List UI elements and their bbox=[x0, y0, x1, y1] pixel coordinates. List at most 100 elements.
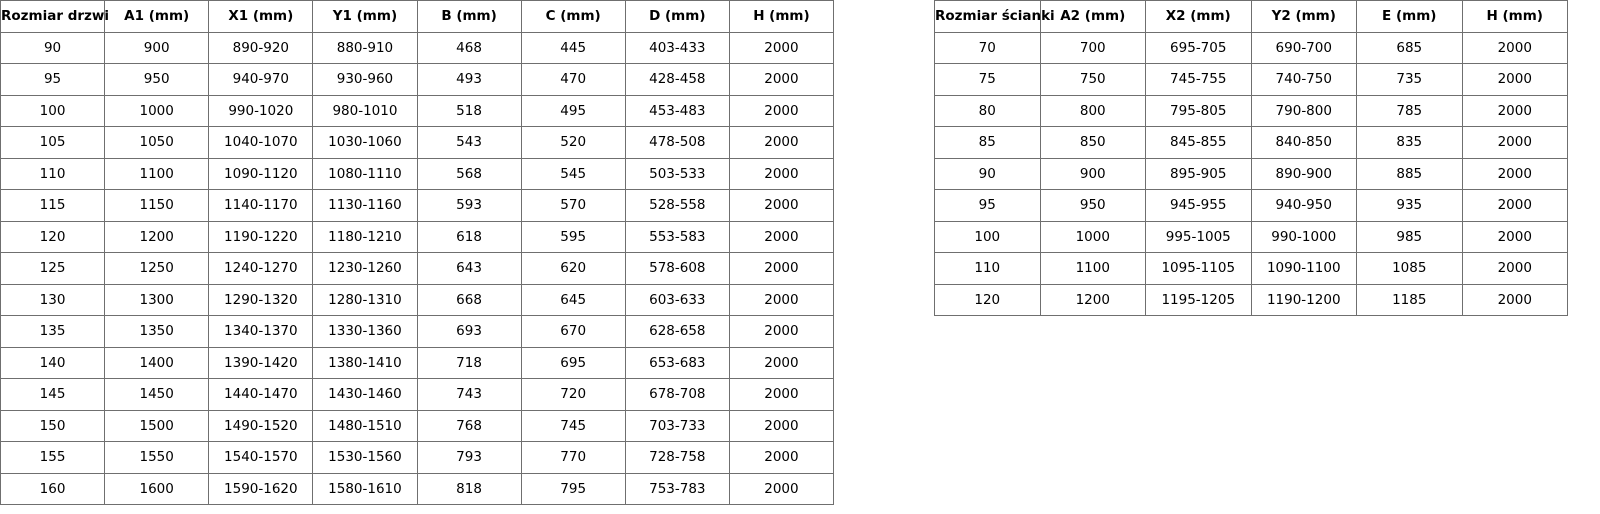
table-cell: 553-583 bbox=[624, 220, 730, 253]
table-row: 105 1050 1040-1070 1030-1060 543 520 478-508 20… bbox=[0, 126, 835, 159]
table-cell: 2000 bbox=[1461, 189, 1568, 222]
table-row: 110 1100 1095-1105 1090-1100 1085 2000 bbox=[934, 252, 1568, 285]
header-row: Rozmiar ścianki A2 (mm) X2 (mm) Y2 (mm) E (m… bbox=[934, 0, 1568, 33]
table-cell: 120 bbox=[934, 283, 1041, 316]
table-cell: 1140-1170 bbox=[208, 189, 314, 222]
table-cell: 645 bbox=[520, 283, 626, 316]
table-row: 110 1100 1090-1120 1080-1110 568 545 503-533 20… bbox=[0, 157, 835, 190]
table-cell: 70 bbox=[934, 31, 1041, 64]
table-cell: 618 bbox=[416, 220, 522, 253]
table-cell: 1600 bbox=[104, 472, 210, 505]
table-cell: 690-700 bbox=[1250, 31, 1357, 64]
table-cell: 1490-1520 bbox=[208, 409, 314, 442]
table-cell: 990-1000 bbox=[1250, 220, 1357, 253]
table-cell: 1590-1620 bbox=[208, 472, 314, 505]
table-row: 90 900 890-920 880-910 468 445 403-433 2000 bbox=[0, 31, 835, 64]
table-cell: 728-758 bbox=[624, 441, 730, 474]
table-cell: 100 bbox=[0, 94, 106, 127]
table-cell: 1200 bbox=[104, 220, 210, 253]
table-row: 90 900 895-905 890-900 885 2000 bbox=[934, 157, 1568, 190]
table-cell: 2000 bbox=[1461, 157, 1568, 190]
table-cell: 768 bbox=[416, 409, 522, 442]
table-cell: 850 bbox=[1039, 126, 1146, 159]
table-cell: 543 bbox=[416, 126, 522, 159]
table-cell: 1100 bbox=[1039, 252, 1146, 285]
table-cell: 995-1005 bbox=[1145, 220, 1252, 253]
table-cell: 2000 bbox=[1461, 220, 1568, 253]
column-header: Y1 (mm) bbox=[312, 0, 418, 33]
table-cell: 1085 bbox=[1356, 252, 1463, 285]
table-cell: 1190-1220 bbox=[208, 220, 314, 253]
table-cell: 950 bbox=[104, 63, 210, 96]
table-cell: 2000 bbox=[1461, 283, 1568, 316]
table-cell: 793 bbox=[416, 441, 522, 474]
table-cell: 2000 bbox=[728, 252, 835, 285]
table-cell: 695 bbox=[520, 346, 626, 379]
table-cell: 160 bbox=[0, 472, 106, 505]
column-header: X1 (mm) bbox=[208, 0, 314, 33]
table-cell: 1000 bbox=[1039, 220, 1146, 253]
table-cell: 795-805 bbox=[1145, 94, 1252, 127]
table-cell: 428-458 bbox=[624, 63, 730, 96]
table-cell: 470 bbox=[520, 63, 626, 96]
table-cell: 545 bbox=[520, 157, 626, 190]
table-cell: 835 bbox=[1356, 126, 1463, 159]
column-header: Y2 (mm) bbox=[1250, 0, 1357, 33]
table-cell: 1030-1060 bbox=[312, 126, 418, 159]
table-cell: 135 bbox=[0, 315, 106, 348]
table-cell: 518 bbox=[416, 94, 522, 127]
table-cell: 595 bbox=[520, 220, 626, 253]
table-cell: 1150 bbox=[104, 189, 210, 222]
table-cell: 100 bbox=[934, 220, 1041, 253]
table-cell: 520 bbox=[520, 126, 626, 159]
table-cell: 1340-1370 bbox=[208, 315, 314, 348]
table-row: 130 1300 1290-1320 1280-1310 668 645 603-633 20… bbox=[0, 283, 835, 316]
table-cell: 130 bbox=[0, 283, 106, 316]
table-cell: 1195-1205 bbox=[1145, 283, 1252, 316]
table-row: 95 950 940-970 930-960 493 470 428-458 2000 bbox=[0, 63, 835, 96]
table-cell: 1400 bbox=[104, 346, 210, 379]
table-cell: 2000 bbox=[728, 441, 835, 474]
wall-size-table: Rozmiar ścianki A2 (mm) X2 (mm) Y2 (mm) E (m… bbox=[934, 0, 1568, 316]
table-cell: 1540-1570 bbox=[208, 441, 314, 474]
table-cell: 685 bbox=[1356, 31, 1463, 64]
table-cell: 940-950 bbox=[1250, 189, 1357, 222]
table-cell: 145 bbox=[0, 378, 106, 411]
table-cell: 2000 bbox=[1461, 252, 1568, 285]
table-row: 145 1450 1440-1470 1430-1460 743 720 678-708 20… bbox=[0, 378, 835, 411]
table-cell: 1300 bbox=[104, 283, 210, 316]
table-row: 160 1600 1590-1620 1580-1610 818 795 753-783 20… bbox=[0, 472, 835, 505]
table-cell: 940-970 bbox=[208, 63, 314, 96]
table-cell: 493 bbox=[416, 63, 522, 96]
table-cell: 818 bbox=[416, 472, 522, 505]
table-cell: 2000 bbox=[1461, 126, 1568, 159]
table-cell: 750 bbox=[1039, 63, 1146, 96]
table-cell: 1185 bbox=[1356, 283, 1463, 316]
table-cell: 445 bbox=[520, 31, 626, 64]
table-cell: 770 bbox=[520, 441, 626, 474]
table-cell: 1100 bbox=[104, 157, 210, 190]
table-cell: 840-850 bbox=[1250, 126, 1357, 159]
table-cell: 95 bbox=[0, 63, 106, 96]
table-cell: 2000 bbox=[728, 126, 835, 159]
table-cell: 90 bbox=[0, 31, 106, 64]
table-cell: 1050 bbox=[104, 126, 210, 159]
table-cell: 568 bbox=[416, 157, 522, 190]
table-row: 95 950 945-955 940-950 935 2000 bbox=[934, 189, 1568, 222]
table-cell: 880-910 bbox=[312, 31, 418, 64]
column-header: D (mm) bbox=[624, 0, 730, 33]
table-cell: 990-1020 bbox=[208, 94, 314, 127]
table-cell: 2000 bbox=[728, 283, 835, 316]
table-cell: 1080-1110 bbox=[312, 157, 418, 190]
table-cell: 1550 bbox=[104, 441, 210, 474]
table-cell: 1000 bbox=[104, 94, 210, 127]
table-cell: 1450 bbox=[104, 378, 210, 411]
table-cell: 80 bbox=[934, 94, 1041, 127]
table-cell: 140 bbox=[0, 346, 106, 379]
table-cell: 403-433 bbox=[624, 31, 730, 64]
table-row: 150 1500 1490-1520 1480-1510 768 745 703-733 20… bbox=[0, 409, 835, 442]
table-cell: 1350 bbox=[104, 315, 210, 348]
table-cell: 628-658 bbox=[624, 315, 730, 348]
table-cell: 720 bbox=[520, 378, 626, 411]
table-cell: 75 bbox=[934, 63, 1041, 96]
